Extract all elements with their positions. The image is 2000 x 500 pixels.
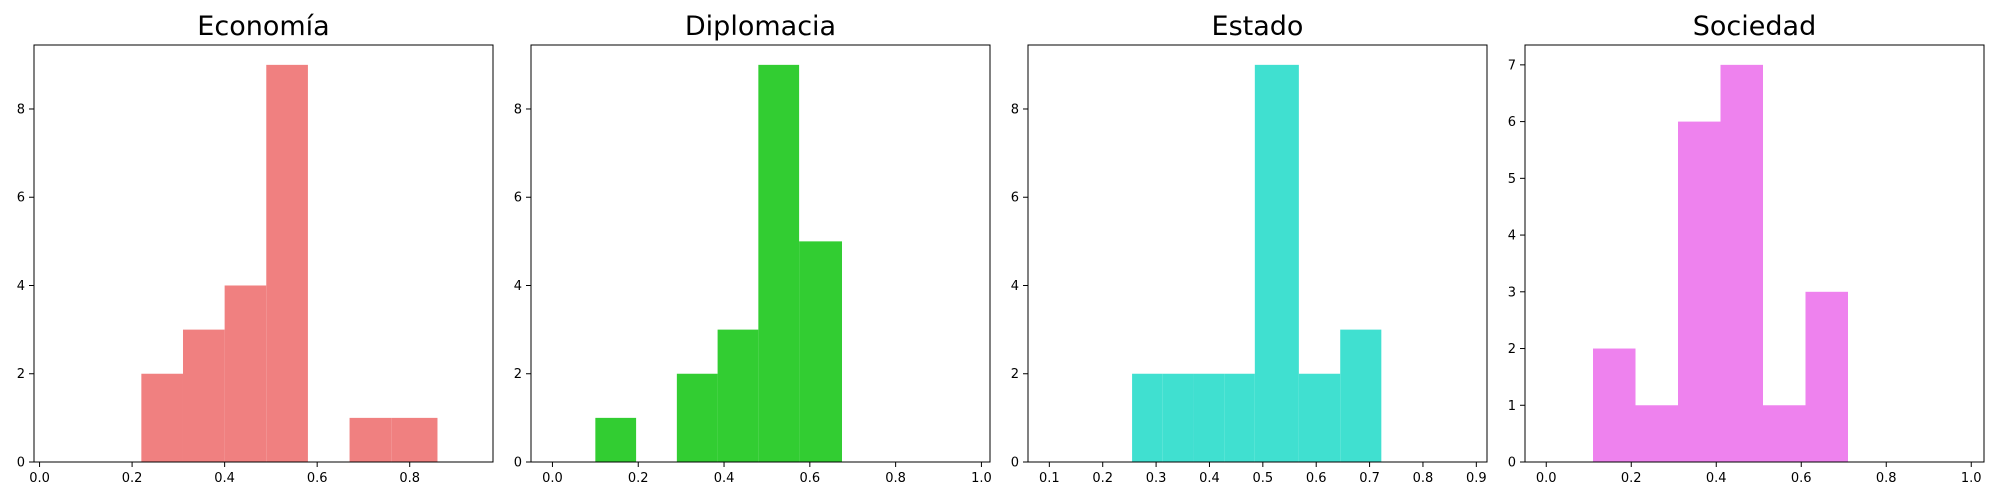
x-tick-label: 0.6 [799, 471, 820, 486]
x-tick-label: 1.0 [1961, 471, 1982, 486]
axes-frame [33, 44, 494, 463]
x-tick-label: 0.6 [1791, 471, 1812, 486]
x-tick-label: 0.0 [1536, 471, 1557, 486]
y-tick-label: 8 [17, 102, 25, 117]
histogram-bar [141, 373, 183, 462]
histogram-bar [224, 285, 267, 462]
x-tick-label: 1.0 [971, 471, 992, 486]
y-tick-label: 6 [17, 191, 25, 206]
histogram-bar [1340, 329, 1382, 462]
panel-title: Diplomacia [685, 11, 836, 42]
y-tick-label: 4 [1508, 229, 1516, 244]
panel-estado: Estado 0.1 0.2 0.3 0.4 0.5 0.6 0.7 0.8 0.9 0 2 4 6 8 [1011, 11, 1488, 486]
panel-diplomacia: Diplomacia 0.0 0.2 0.4 0.6 0.8 1.0 0 2 4 6 8 [514, 11, 992, 486]
x-tick-label: 0.9 [1466, 471, 1487, 486]
histogram-bar [1635, 405, 1678, 462]
histogram-bar [1162, 373, 1194, 462]
y-tick-label: 5 [1508, 172, 1516, 187]
y-tick-label: 2 [17, 367, 25, 382]
x-tick-label: 0.2 [628, 471, 649, 486]
x-tick-label: 0.2 [122, 471, 143, 486]
x-tick-label: 0.5 [1252, 471, 1273, 486]
x-tick-label: 0.6 [1306, 471, 1327, 486]
x-tick-label: 0.3 [1146, 471, 1167, 486]
y-tick-label: 4 [514, 279, 522, 294]
x-tick-label: 0.0 [29, 471, 50, 486]
x-tick-label: 0.8 [885, 471, 906, 486]
panel-title: Estado [1212, 11, 1304, 42]
panel-title: Sociedad [1693, 11, 1816, 42]
x-tick-label: 0.7 [1359, 471, 1380, 486]
x-tick-label: 0.1 [1039, 471, 1060, 486]
histogram-bar [799, 241, 843, 462]
histogram-bar [1132, 373, 1163, 462]
x-tick-label: 0.2 [1621, 471, 1642, 486]
y-tick-label: 0 [17, 456, 25, 471]
histogram-bar [676, 373, 718, 462]
axes-frame [1027, 44, 1488, 463]
histogram-bar [1720, 64, 1763, 462]
y-tick-label: 6 [1508, 115, 1516, 130]
histogram-bar [182, 329, 225, 462]
y-tick-label: 7 [1508, 58, 1516, 73]
histogram-bar [1763, 405, 1806, 462]
y-tick-label: 4 [17, 279, 25, 294]
x-tick-label: 0.8 [1413, 471, 1434, 486]
y-tick-label: 0 [514, 456, 522, 471]
histogram-bar [1678, 121, 1721, 463]
histogram-bar [1224, 373, 1255, 462]
y-tick-label: 8 [1011, 102, 1019, 117]
x-tick-label: 0.2 [1092, 471, 1113, 486]
y-tick-label: 1 [1508, 399, 1516, 414]
histogram-bar [717, 329, 759, 462]
axes-frame [1524, 44, 1985, 463]
x-tick-label: 0.8 [399, 471, 420, 486]
x-tick-label: 0.8 [1876, 471, 1897, 486]
histogram-bar [391, 417, 438, 462]
histogram-bar [595, 417, 637, 462]
x-tick-label: 0.4 [1706, 471, 1727, 486]
y-tick-label: 3 [1508, 285, 1516, 300]
y-tick-label: 2 [1508, 342, 1516, 357]
histogram-bar [758, 64, 800, 462]
y-tick-label: 0 [1508, 456, 1516, 471]
x-tick-label: 0.4 [214, 471, 235, 486]
histogram-bar [1593, 348, 1636, 462]
histogram-bar [349, 417, 392, 462]
x-tick-label: 0.4 [1199, 471, 1220, 486]
panel-economia: Economía 0.0 0.2 0.4 0.6 0.8 0 2 4 6 8 [17, 11, 494, 486]
y-tick-label: 6 [1011, 191, 1019, 206]
panel-sociedad: Sociedad 0.0 0.2 0.4 0.6 0.8 1.0 0 1 2 3 4 5 6 7 [1508, 11, 1985, 486]
y-tick-label: 8 [514, 102, 522, 117]
x-tick-label: 0.6 [307, 471, 328, 486]
histogram-bar [266, 64, 308, 462]
x-tick-label: 0.0 [542, 471, 563, 486]
histogram-bar [1254, 64, 1299, 462]
y-tick-label: 0 [1011, 456, 1019, 471]
histogram-bar [1805, 291, 1848, 462]
y-tick-label: 2 [514, 367, 522, 382]
histogram-bar [1193, 373, 1225, 462]
x-tick-label: 0.4 [714, 471, 735, 486]
histogram-bar [1298, 373, 1341, 462]
y-tick-label: 2 [1011, 367, 1019, 382]
panel-title: Economía [197, 11, 329, 42]
y-tick-label: 4 [1011, 279, 1019, 294]
axes-frame [530, 44, 991, 463]
y-tick-label: 6 [514, 191, 522, 206]
